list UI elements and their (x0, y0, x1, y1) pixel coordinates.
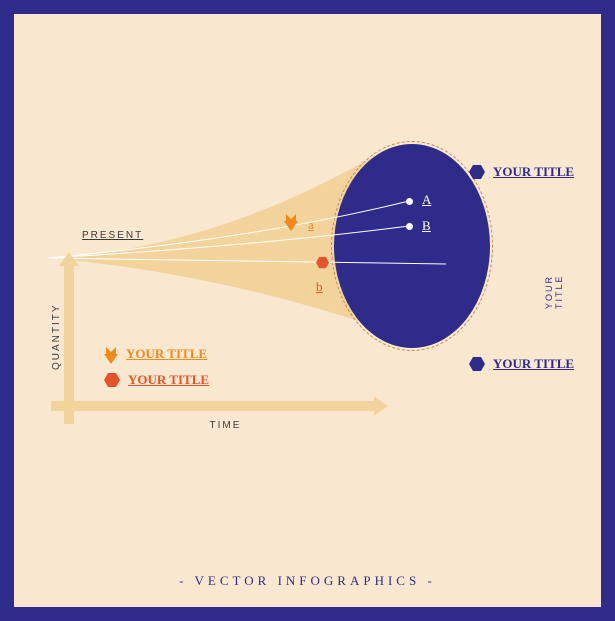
footer-title: - VECTOR INFOGRAPHICS - (14, 573, 601, 589)
legend-item-hexagon-red: YOUR TITLE (104, 372, 209, 388)
hexagon-icon (469, 164, 485, 180)
hexagon-icon (469, 356, 485, 372)
hexagon-icon (104, 372, 120, 388)
present-label: PRESENT (82, 230, 143, 241)
legend-item-arrow-orange: YOUR TITLE (104, 344, 207, 364)
side-title: YOUR TITLE (544, 252, 564, 309)
canvas: A B a b TIME QUANTITY PRESENT YOUR TITLE (14, 14, 601, 607)
legend-label: YOUR TITLE (126, 346, 207, 362)
axes (14, 14, 601, 607)
y-axis-label: QUANTITY (51, 303, 62, 370)
legend-label: YOUR TITLE (128, 372, 209, 388)
legend-label: YOUR TITLE (493, 164, 574, 180)
infographic-frame: A B a b TIME QUANTITY PRESENT YOUR TITLE (0, 0, 615, 621)
legend-item-hexagon-navy-bottom: YOUR TITLE (469, 356, 574, 372)
legend-item-hexagon-navy-top: YOUR TITLE (469, 164, 574, 180)
legend-label: YOUR TITLE (493, 356, 574, 372)
x-axis-label: TIME (210, 420, 242, 431)
arrow-down-icon (104, 344, 118, 364)
